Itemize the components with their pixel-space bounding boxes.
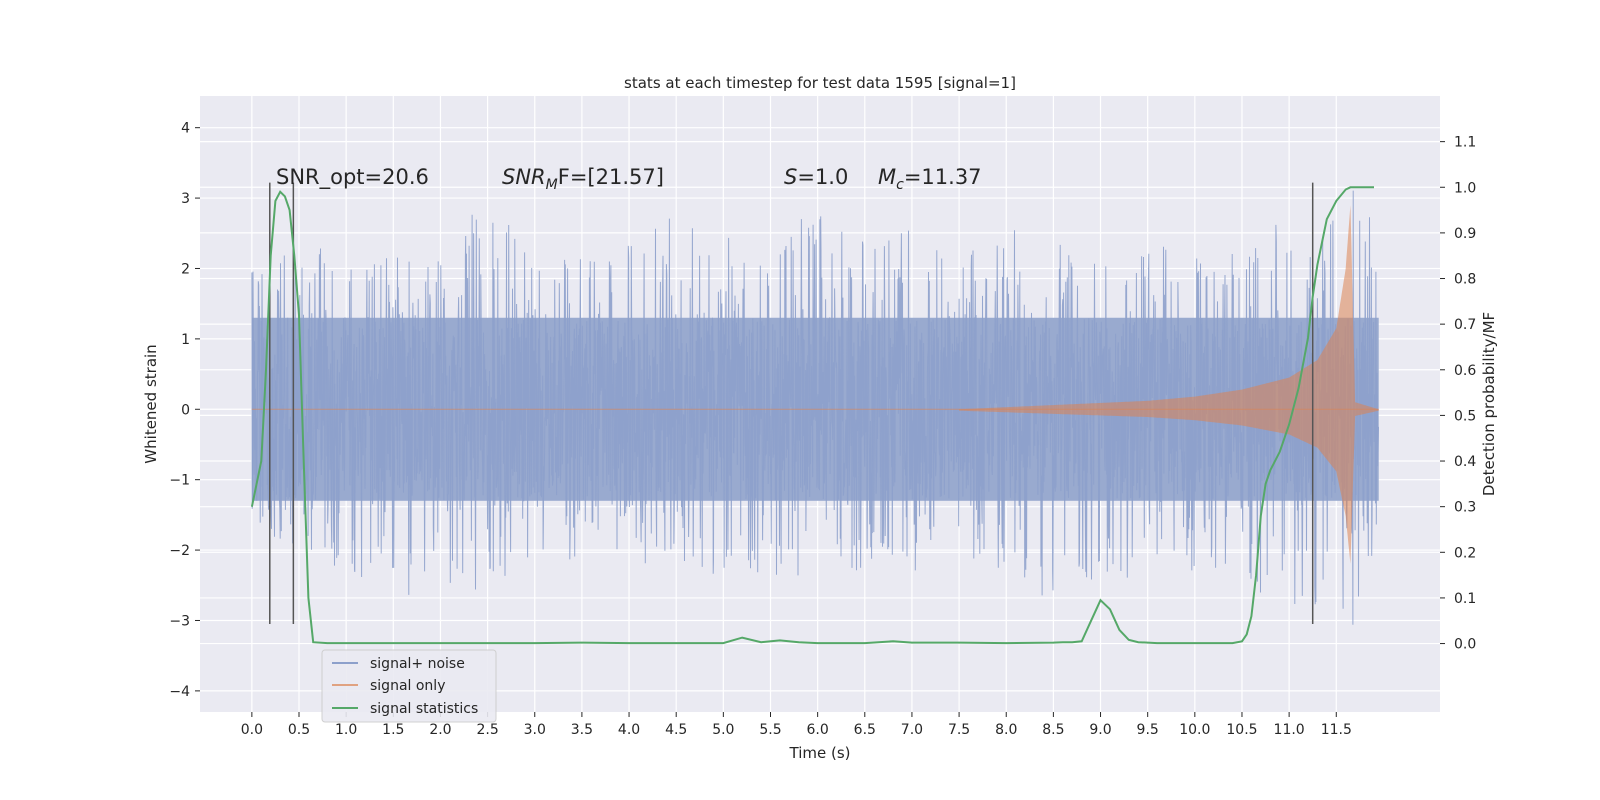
y-tick-label-5: 1 xyxy=(181,332,190,348)
y-tick-label-1: −3 xyxy=(169,613,190,629)
legend-label-noise: signal+ noise xyxy=(370,656,465,672)
legend-label-signal: signal only xyxy=(370,678,445,694)
legend-label-statistics: signal statistics xyxy=(370,701,478,717)
right-y-axis: 0.0 0.1 0.2 0.3 0.4 0.5 0.6 0.7 0.8 0.9 1.0 1.1 xyxy=(1440,135,1476,653)
y2-tick-label-2: 0.2 xyxy=(1454,545,1476,561)
x-tick-label-11: 5.5 xyxy=(759,722,781,738)
x-tick-label-13: 6.5 xyxy=(854,722,876,738)
x-tick-label-1: 0.5 xyxy=(288,722,310,738)
y2-axis-label: Detection probability/MF xyxy=(1480,312,1498,496)
annotation-mc: Mc=11.37 xyxy=(878,165,982,193)
y2-tick-label-10: 1.0 xyxy=(1454,180,1476,196)
y-tick-label-0: −4 xyxy=(169,684,190,700)
annotation-s: S=1.0 xyxy=(784,165,848,189)
y2-tick-label-7: 0.7 xyxy=(1454,317,1476,333)
y2-tick-label-4: 0.4 xyxy=(1454,454,1476,470)
x-tick-label-15: 7.5 xyxy=(948,722,970,738)
x-axis-label: Time (s) xyxy=(789,744,851,762)
x-tick-label-21: 10.5 xyxy=(1226,722,1257,738)
y-tick-label-8: 4 xyxy=(181,121,190,137)
x-tick-label-17: 8.5 xyxy=(1042,722,1064,738)
y-tick-label-2: −2 xyxy=(169,543,190,559)
signal-statistics-series xyxy=(250,186,1374,645)
x-tick-label-5: 2.5 xyxy=(476,722,498,738)
x-tick-label-12: 6.0 xyxy=(807,722,829,738)
x-tick-label-18: 9.0 xyxy=(1089,722,1111,738)
y-axis-label: Whitened strain xyxy=(142,344,160,463)
y2-tick-label-9: 0.9 xyxy=(1454,226,1476,242)
y-tick-label-6: 2 xyxy=(181,261,190,277)
y2-tick-label-6: 0.6 xyxy=(1454,363,1476,379)
statistics-line xyxy=(250,186,1374,645)
y-tick-label-3: −1 xyxy=(169,473,190,489)
x-tick-label-0: 0.0 xyxy=(241,722,263,738)
y2-tick-label-5: 0.5 xyxy=(1454,408,1476,424)
y2-tick-label-8: 0.8 xyxy=(1454,272,1476,288)
x-tick-label-14: 7.0 xyxy=(901,722,923,738)
x-tick-label-16: 8.0 xyxy=(995,722,1017,738)
y2-tick-label-1: 0.1 xyxy=(1454,591,1476,607)
x-tick-label-10: 5.0 xyxy=(712,722,734,738)
legend: signal+ noise signal only signal statist… xyxy=(321,649,497,723)
x-tick-label-23: 11.5 xyxy=(1321,722,1352,738)
x-tick-label-7: 3.5 xyxy=(571,722,593,738)
x-tick-label-20: 10.0 xyxy=(1179,722,1210,738)
noise-trace xyxy=(251,190,1379,625)
y-tick-label-7: 3 xyxy=(181,191,190,207)
annotation-snr-opt: SNR_opt=20.6 xyxy=(276,165,429,190)
left-y-axis: −4 −3 −2 −1 0 1 2 3 4 xyxy=(169,121,200,700)
y2-tick-label-11: 1.1 xyxy=(1454,135,1476,151)
x-tick-label-2: 1.0 xyxy=(335,722,357,738)
x-tick-label-4: 2.0 xyxy=(429,722,451,738)
annotation-snr-mf: SNRMF=[21.57] xyxy=(502,165,664,193)
signal-envelope xyxy=(959,205,1379,564)
x-axis: 0.0 0.5 1.0 1.5 2.0 2.5 3.0 3.5 4.0 4.5 5.0 5.5 6.0 6… xyxy=(241,712,1352,738)
x-tick-label-22: 11.0 xyxy=(1274,722,1305,738)
x-tick-label-6: 3.0 xyxy=(524,722,546,738)
x-tick-label-19: 9.5 xyxy=(1137,722,1159,738)
y-tick-label-4: 0 xyxy=(181,402,190,418)
x-tick-label-8: 4.0 xyxy=(618,722,640,738)
x-tick-label-3: 1.5 xyxy=(382,722,404,738)
x-tick-label-9: 4.5 xyxy=(665,722,687,738)
y2-tick-label-3: 0.3 xyxy=(1454,500,1476,516)
signal-only-series xyxy=(251,205,1379,564)
chart-title: stats at each timestep for test data 159… xyxy=(624,74,1016,92)
y2-tick-label-0: 0.0 xyxy=(1454,637,1476,653)
